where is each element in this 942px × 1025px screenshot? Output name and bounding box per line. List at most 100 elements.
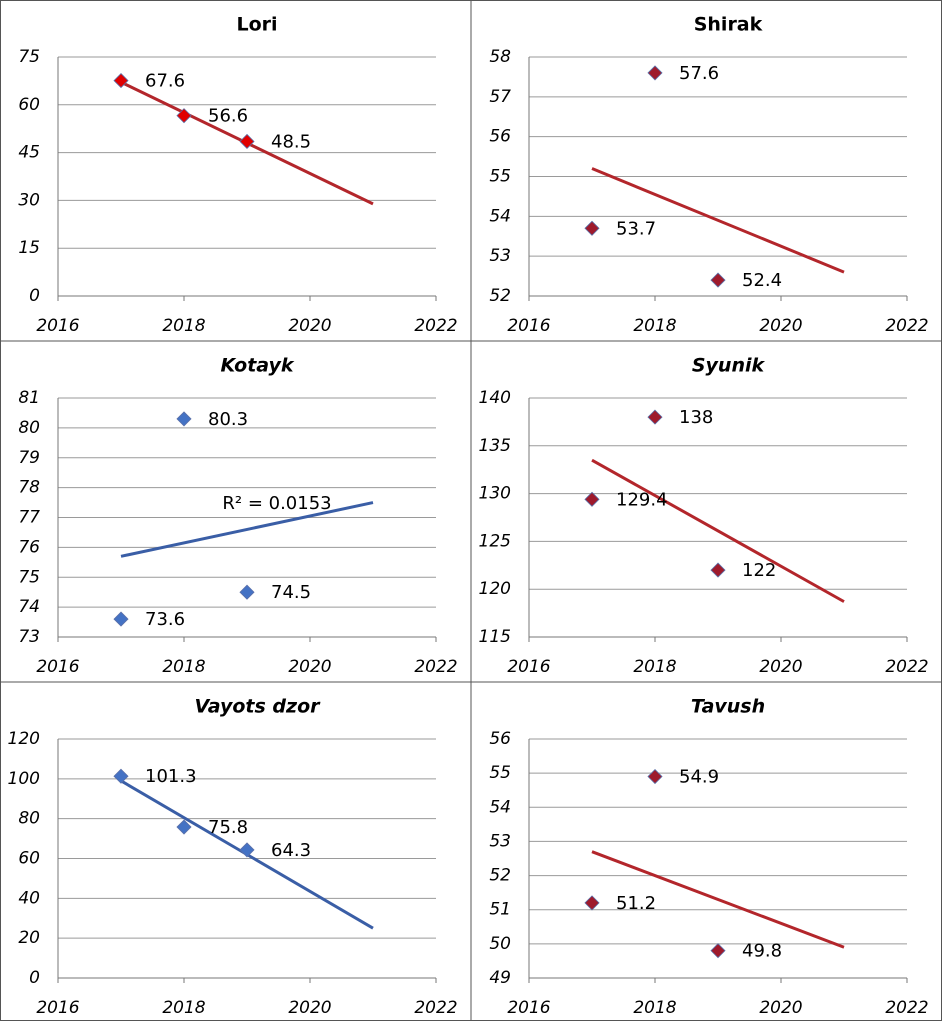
chart-title: Vayots dzor [195, 696, 322, 718]
data-label: 67.6 [145, 71, 185, 92]
y-tick-label: 80 [18, 418, 40, 438]
y-tick-label: 135 [479, 436, 511, 456]
point [239, 133, 255, 150]
y-tick-label: 75 [18, 47, 40, 67]
data-label: 56.6 [208, 106, 248, 127]
x-tick-label: 2016 [507, 657, 550, 677]
y-tick-label: 56 [489, 729, 511, 749]
x-tick-label: 2018 [633, 998, 676, 1018]
y-tick-label: 130 [479, 484, 511, 504]
y-tick-label: 40 [18, 888, 40, 908]
data-label: 138 [679, 407, 713, 428]
point [584, 220, 600, 236]
data-label: 49.8 [742, 941, 782, 962]
x-tick-label: 2018 [162, 657, 205, 677]
point [176, 108, 192, 124]
y-tick-label: 120 [8, 729, 40, 749]
data-label: 73.6 [145, 609, 185, 630]
data-label: 101.3 [145, 766, 197, 787]
y-tick-label: 100 [8, 769, 40, 789]
point [584, 895, 600, 911]
x-tick-label: 2016 [507, 998, 550, 1018]
y-tick-label: 81 [18, 388, 40, 408]
point [647, 409, 663, 425]
trendline [591, 458, 845, 603]
x-tick-label: 2018 [162, 316, 205, 336]
y-tick-label: 50 [489, 934, 511, 954]
chart-title: Lori [236, 14, 277, 36]
data-label: 51.2 [616, 893, 656, 914]
data-label: 80.3 [208, 409, 248, 430]
y-tick-label: 125 [479, 531, 511, 551]
point [239, 842, 255, 858]
y-tick-label: 78 [18, 478, 40, 498]
x-tick-label: 2022 [414, 316, 457, 336]
data-label: 53.7 [616, 218, 656, 239]
point [113, 611, 129, 627]
data-label: 54.9 [679, 767, 719, 788]
trendline [591, 167, 845, 274]
x-tick-label: 2022 [885, 998, 928, 1018]
y-tick-label: 60 [18, 849, 40, 869]
y-tick-label: 54 [489, 206, 511, 226]
y-tick-label: 55 [489, 167, 511, 187]
chart-title: Kotayk [220, 355, 294, 377]
y-tick-label: 51 [489, 900, 511, 920]
data-label: 52.4 [742, 270, 782, 291]
point [647, 768, 663, 785]
annotation: R² = 0.0153 [222, 493, 331, 514]
y-tick-label: 55 [489, 763, 511, 783]
x-tick-label: 2020 [288, 998, 331, 1018]
y-tick-label: 115 [479, 627, 511, 647]
x-tick-label: 2016 [36, 316, 79, 336]
data-label: 129.4 [616, 489, 668, 510]
y-tick-label: 20 [18, 928, 40, 948]
y-tick-label: 76 [18, 537, 40, 557]
y-tick-label: 140 [479, 388, 511, 408]
point [584, 491, 600, 507]
data-label: 74.5 [271, 582, 311, 603]
y-tick-label: 56 [489, 127, 511, 147]
y-tick-label: 57 [489, 87, 511, 107]
point [710, 943, 726, 959]
point [239, 584, 255, 600]
y-tick-label: 0 [29, 286, 40, 306]
x-tick-label: 2020 [759, 316, 802, 336]
y-tick-label: 52 [489, 286, 511, 306]
data-label: 64.3 [271, 840, 311, 861]
y-tick-label: 45 [18, 143, 40, 163]
point [113, 768, 129, 784]
point [710, 272, 726, 288]
point [176, 411, 192, 427]
y-tick-label: 58 [489, 47, 511, 67]
x-tick-label: 2020 [759, 998, 802, 1018]
x-tick-label: 2016 [36, 998, 79, 1018]
x-tick-label: 2018 [162, 998, 205, 1018]
y-tick-label: 79 [18, 448, 40, 468]
data-label: 122 [742, 560, 776, 581]
trendline [591, 850, 845, 949]
x-tick-label: 2016 [507, 316, 550, 336]
x-tick-label: 2022 [414, 657, 457, 677]
y-tick-label: 53 [489, 246, 511, 266]
x-tick-label: 2018 [633, 316, 676, 336]
y-tick-label: 15 [18, 238, 40, 258]
y-tick-label: 120 [479, 579, 511, 599]
x-tick-label: 2022 [885, 316, 928, 336]
x-tick-label: 2018 [633, 657, 676, 677]
x-tick-label: 2022 [414, 998, 457, 1018]
y-tick-label: 52 [489, 866, 511, 886]
y-tick-label: 30 [18, 190, 40, 210]
point [176, 819, 192, 835]
data-label: 75.8 [208, 817, 248, 838]
chart-title: Tavush [691, 696, 765, 718]
y-tick-label: 60 [18, 95, 40, 115]
data-label: 48.5 [271, 131, 311, 152]
point [710, 562, 726, 578]
y-tick-label: 80 [18, 809, 40, 829]
y-tick-label: 53 [489, 831, 511, 851]
chart-title: Shirak [694, 14, 763, 36]
y-tick-label: 74 [18, 597, 40, 617]
y-tick-label: 0 [29, 968, 40, 988]
